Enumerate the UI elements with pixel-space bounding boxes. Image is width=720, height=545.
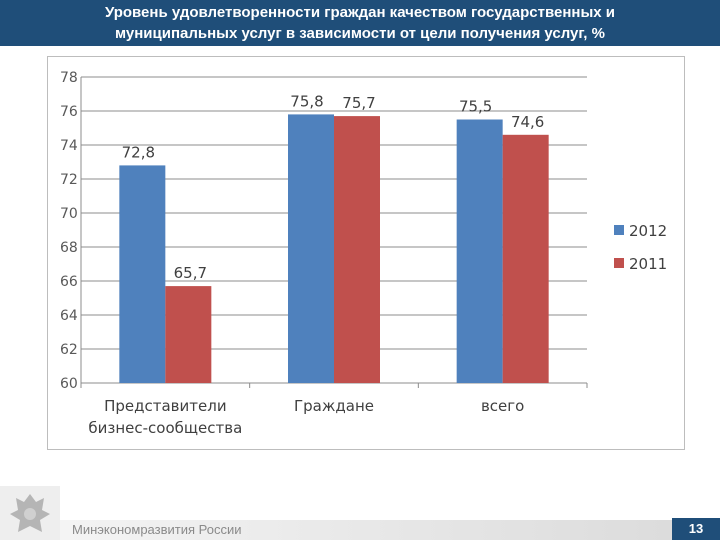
legend-label: 2011 bbox=[629, 255, 667, 273]
y-tick-label: 70 bbox=[60, 206, 78, 222]
legend-label: 2012 bbox=[629, 222, 667, 240]
data-label: 75,5 bbox=[459, 98, 492, 116]
x-category-label: Граждане bbox=[294, 397, 374, 415]
y-tick-label: 68 bbox=[60, 240, 78, 256]
data-label: 74,6 bbox=[511, 113, 544, 131]
y-tick-label: 62 bbox=[60, 342, 78, 358]
slide-title: Уровень удовлетворенности граждан качест… bbox=[0, 2, 720, 44]
y-tick-label: 64 bbox=[60, 308, 78, 324]
bar-2011-2 bbox=[502, 134, 549, 383]
bar-2012-2 bbox=[456, 119, 503, 383]
legend-swatch-2011 bbox=[614, 258, 624, 268]
slide-title-line-2: муниципальных услуг в зависимости от цел… bbox=[115, 25, 605, 42]
ministry-name: Минэкономразвития России bbox=[72, 522, 242, 537]
bar-2011-1 bbox=[334, 116, 380, 383]
legend-swatch-2012 bbox=[614, 225, 624, 235]
bar-2011-0 bbox=[165, 286, 212, 383]
slide-title-line-1: Уровень удовлетворенности граждан качест… bbox=[104, 4, 616, 21]
y-tick-label: 60 bbox=[60, 376, 78, 392]
bar-2012-0 bbox=[119, 165, 166, 383]
y-tick-label: 72 bbox=[60, 172, 78, 188]
emblem-icon bbox=[0, 486, 60, 540]
y-tick-label: 66 bbox=[60, 274, 78, 290]
footer-strip bbox=[60, 520, 672, 540]
y-tick-label: 78 bbox=[60, 70, 78, 86]
bar-2012-1 bbox=[288, 114, 334, 384]
y-tick-label: 76 bbox=[60, 104, 78, 120]
data-label: 75,7 bbox=[342, 94, 375, 112]
x-category-label: Представители bbox=[104, 397, 226, 415]
slide-header: Уровень удовлетворенности граждан качест… bbox=[0, 0, 720, 46]
data-label: 65,7 bbox=[174, 264, 207, 282]
data-label: 72,8 bbox=[122, 143, 155, 161]
data-label: 75,8 bbox=[290, 92, 323, 110]
chart-frame: 60 62 64 66 68 70 72 74 76 78 72,8 65,7 Представител… bbox=[47, 56, 685, 450]
y-tick-label: 74 bbox=[60, 138, 78, 154]
x-category-label: бизнес-сообщества bbox=[88, 419, 242, 437]
bar-chart: 60 62 64 66 68 70 72 74 76 78 72,8 65,7 Представител… bbox=[60, 70, 667, 437]
x-category-label: всего bbox=[481, 397, 524, 415]
page-number: 13 bbox=[672, 518, 720, 540]
